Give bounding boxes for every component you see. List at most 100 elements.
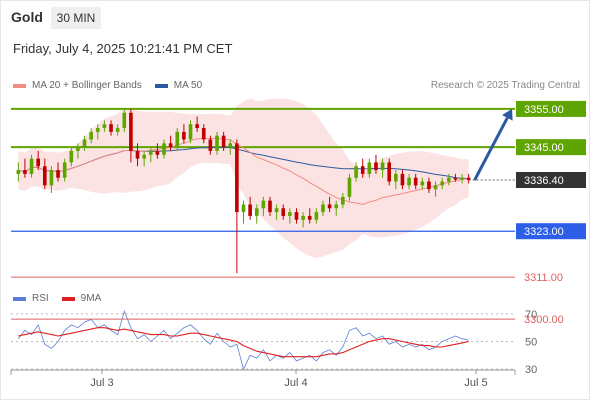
candle-body xyxy=(95,128,100,132)
candle-body xyxy=(102,124,107,129)
legend-item-ma50: MA 50 xyxy=(154,80,203,91)
candle-body xyxy=(400,173,405,186)
research-credit: Research © 2025 Trading Central xyxy=(430,80,580,91)
candle-body xyxy=(89,131,93,140)
rsi-legend: RSI 9MA xyxy=(13,293,114,304)
candle-body xyxy=(148,150,153,155)
candle-body xyxy=(367,162,372,174)
last-price-tag xyxy=(516,172,586,189)
candle-body xyxy=(413,177,418,186)
x-tick-label-jul-4: Jul 4 xyxy=(284,377,307,389)
candle-body xyxy=(142,154,146,159)
legend-label-ma20: MA 20 + Bollinger Bands xyxy=(32,80,142,91)
legend-swatch-9ma xyxy=(61,296,75,301)
x-tick-label-jul-5: Jul 5 xyxy=(464,377,487,389)
candle-body xyxy=(268,200,272,213)
chart-datetime: Friday, July 4, 2025 10:21:41 PM CET xyxy=(13,41,233,56)
candle-body xyxy=(407,177,411,186)
candle-body xyxy=(175,131,180,148)
legend-swatch-ma50 xyxy=(154,83,168,88)
candle-body xyxy=(301,215,305,220)
level-label-3323.00: 3323.00 xyxy=(524,226,564,238)
candle-body xyxy=(274,208,279,213)
candle-body xyxy=(433,185,438,190)
timeframe-button[interactable]: 30 MIN xyxy=(51,7,101,29)
legend-item-rsi: RSI xyxy=(13,293,49,304)
forecast-arrow-shaft xyxy=(473,117,509,181)
level-label-3311.00: 3311.00 xyxy=(524,272,563,284)
candle-body xyxy=(201,128,206,140)
candle-body xyxy=(254,208,259,216)
candle-body xyxy=(261,200,266,209)
level-label-3355.00: 3355.00 xyxy=(524,104,564,116)
candle-body xyxy=(241,204,246,213)
candle-body xyxy=(466,177,471,181)
candle-body xyxy=(208,139,213,151)
legend-item-ma20: MA 20 + Bollinger Bands xyxy=(13,80,142,91)
level-label-3345.00: 3345.00 xyxy=(524,142,564,154)
candle-body xyxy=(115,128,120,132)
candle-body xyxy=(62,162,67,178)
candle-body xyxy=(195,124,199,129)
rsi-tick-30: 30 xyxy=(525,364,537,376)
candle-body xyxy=(460,177,464,180)
candle-body xyxy=(228,143,233,148)
level-tag-3345.00 xyxy=(516,139,586,156)
candle-body xyxy=(394,173,398,182)
top-bar: Gold 30 MIN xyxy=(0,0,590,36)
candle-body xyxy=(347,177,352,197)
candle-body xyxy=(36,158,41,167)
last-price-label: 3336.40 xyxy=(524,175,564,187)
candle-body xyxy=(16,170,21,174)
candle-body xyxy=(380,162,385,171)
candle-body xyxy=(215,135,219,151)
legend-swatch-ma20 xyxy=(13,83,26,88)
candle-body xyxy=(221,135,226,148)
candle-body xyxy=(42,166,47,186)
candle-body xyxy=(109,124,113,132)
candle-body xyxy=(248,204,252,216)
legend-label-ma50: MA 50 xyxy=(173,80,203,91)
legend-swatch-rsi xyxy=(13,296,26,301)
rsi-series-rsi xyxy=(17,309,469,371)
candle-body xyxy=(23,170,27,174)
candle-body xyxy=(235,143,239,213)
level-label-3300.00: 3300.00 xyxy=(524,314,564,326)
candle-body xyxy=(307,215,312,220)
candle-body xyxy=(334,204,339,209)
candle-body xyxy=(182,131,186,140)
candle-body xyxy=(122,112,127,129)
forecast-arrow-head xyxy=(502,108,513,121)
candle-body xyxy=(76,147,80,151)
candle-body xyxy=(69,150,74,163)
candle-body xyxy=(387,162,392,182)
candle-body xyxy=(294,212,299,220)
candle-body xyxy=(446,177,451,182)
candle-body xyxy=(168,143,173,148)
candle-body xyxy=(162,143,166,155)
rsi-series-9ma xyxy=(18,327,469,358)
legend-label-9ma: 9MA xyxy=(80,293,102,304)
legend-item-9ma: 9MA xyxy=(61,293,102,304)
candle-body xyxy=(49,170,54,186)
candle-body xyxy=(129,112,133,151)
candle-body xyxy=(188,124,193,140)
level-tag-3355.00 xyxy=(516,100,586,117)
legend-label-rsi: RSI xyxy=(32,293,49,304)
x-tick-label-jul-3: Jul 3 xyxy=(90,377,113,389)
rsi-tick-50: 50 xyxy=(525,337,537,349)
candle-body xyxy=(314,212,319,220)
candle-body xyxy=(440,181,445,186)
candle-body xyxy=(427,181,431,190)
candle-body xyxy=(360,166,365,174)
candle-body xyxy=(354,166,358,178)
candle-body xyxy=(135,150,140,159)
candle-body xyxy=(56,170,60,178)
candle-body xyxy=(374,162,378,171)
candle-body xyxy=(281,208,286,216)
candle-body xyxy=(453,177,458,180)
candle-body xyxy=(341,196,345,205)
rsi-tick-70: 70 xyxy=(525,309,537,321)
price-legend: MA 20 + Bollinger Bands MA 50 xyxy=(13,80,215,91)
